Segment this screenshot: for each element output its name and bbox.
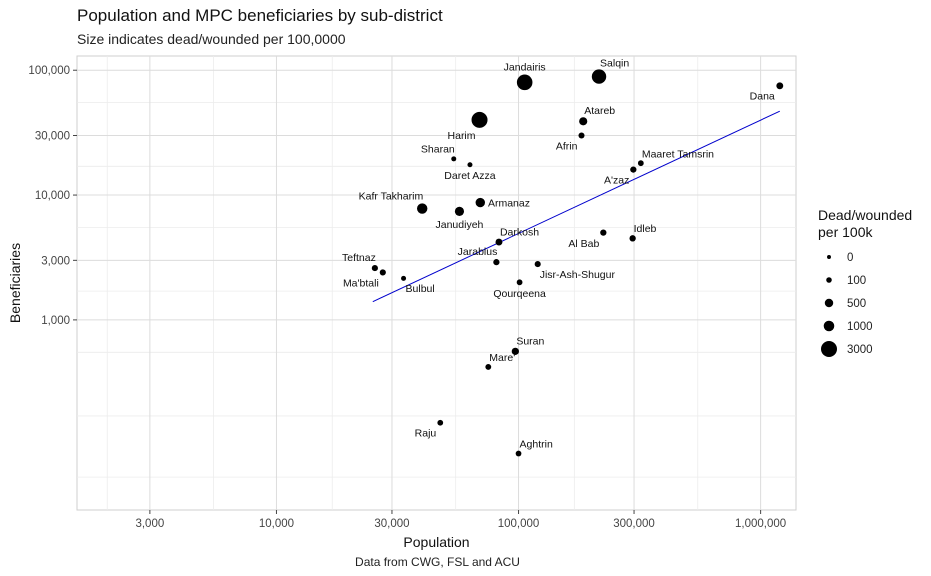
chart-title: Population and MPC beneficiaries by sub-…	[77, 6, 443, 25]
data-point	[511, 347, 519, 355]
point-label: Mare'	[489, 352, 515, 364]
point-label: Atareb	[584, 105, 615, 117]
trend-line	[372, 110, 781, 303]
data-point	[578, 132, 585, 139]
point-label: Teftnaz	[342, 252, 376, 264]
legend-label: 1000	[847, 321, 873, 333]
y-tick-label: 30,000	[35, 130, 70, 142]
data-point	[451, 156, 457, 162]
point-label: Ma'btali	[343, 278, 379, 290]
x-tick-label: 3,000	[135, 518, 164, 530]
point-label: Bulbul	[406, 283, 435, 295]
x-tick-label: 100,000	[498, 518, 540, 530]
plot-panel	[76, 55, 797, 511]
data-point	[534, 261, 541, 268]
point-label: Jisr-Ash-Shugur	[540, 269, 616, 281]
point-label: Armanaz	[488, 198, 530, 210]
data-point	[637, 160, 644, 167]
point-label: Aghtrin	[520, 439, 553, 451]
data-point	[467, 162, 473, 168]
point-label: A'zaz	[604, 175, 629, 187]
data-point	[630, 166, 637, 173]
point-label: Al Bab	[568, 238, 599, 250]
point-label: Raju	[415, 428, 437, 440]
point-label: Afrin	[556, 141, 578, 153]
x-tick-label: 30,000	[374, 518, 409, 530]
data-point	[591, 69, 607, 84]
data-point	[629, 235, 636, 242]
data-point	[475, 197, 485, 208]
data-point	[495, 238, 503, 246]
point-label: Janudiyeh	[436, 219, 484, 231]
legend-label: 0	[847, 252, 853, 264]
point-label: Daret Azza	[444, 170, 496, 182]
data-point	[379, 269, 386, 276]
data-point	[371, 265, 378, 272]
legend-key	[827, 255, 831, 259]
point-label: Harim	[448, 130, 476, 142]
point-label: Kafr Takharim	[359, 190, 424, 202]
data-point	[437, 419, 444, 426]
data-point	[600, 229, 607, 236]
data-point	[516, 74, 533, 91]
legend-label: 100	[847, 275, 866, 287]
data-point	[516, 279, 523, 286]
data-point	[485, 363, 492, 370]
y-tick-label: 100,000	[28, 65, 70, 77]
y-tick-label: 3,000	[41, 255, 70, 267]
data-point	[579, 117, 588, 126]
y-tick-label: 1,000	[41, 315, 70, 327]
data-point	[776, 82, 784, 90]
point-label: Maaret Tamsrin	[642, 148, 714, 160]
legend-key	[821, 341, 837, 357]
legend-label: 500	[847, 298, 866, 310]
chart-caption: Data from CWG, FSL and ACU	[355, 555, 520, 569]
legend-label: 3000	[847, 344, 873, 356]
x-tick-label: 1,000,000	[735, 518, 786, 530]
point-label: Qourqeena	[493, 288, 546, 300]
point-label: Sharan	[421, 143, 455, 155]
point-label: Suran	[516, 336, 544, 348]
x-tick-label: 10,000	[259, 518, 294, 530]
x-axis-label: Population	[403, 534, 469, 550]
point-label: Idleb	[634, 223, 657, 235]
data-point	[493, 259, 500, 266]
data-point	[471, 111, 488, 128]
x-tick-label: 300,000	[613, 518, 655, 530]
data-point	[417, 203, 428, 214]
data-point	[454, 206, 465, 216]
data-point	[515, 450, 522, 457]
point-label: Darkosh	[500, 227, 539, 239]
chart-subtitle: Size indicates dead/wounded per 100,0000	[77, 31, 346, 47]
legend-key	[823, 320, 835, 332]
legend-key	[826, 277, 832, 283]
y-tick-label: 10,000	[35, 190, 70, 202]
y-axis-label: Beneficiaries	[7, 243, 23, 323]
legend-title: Dead/wounded per 100k	[818, 207, 913, 240]
legend-key	[824, 298, 834, 308]
point-label: Jarablus	[458, 246, 498, 258]
point-label: Salqin	[600, 57, 629, 69]
data-point	[401, 275, 407, 281]
point-label: Jandairis	[504, 62, 546, 74]
point-label: Dana	[750, 90, 775, 102]
